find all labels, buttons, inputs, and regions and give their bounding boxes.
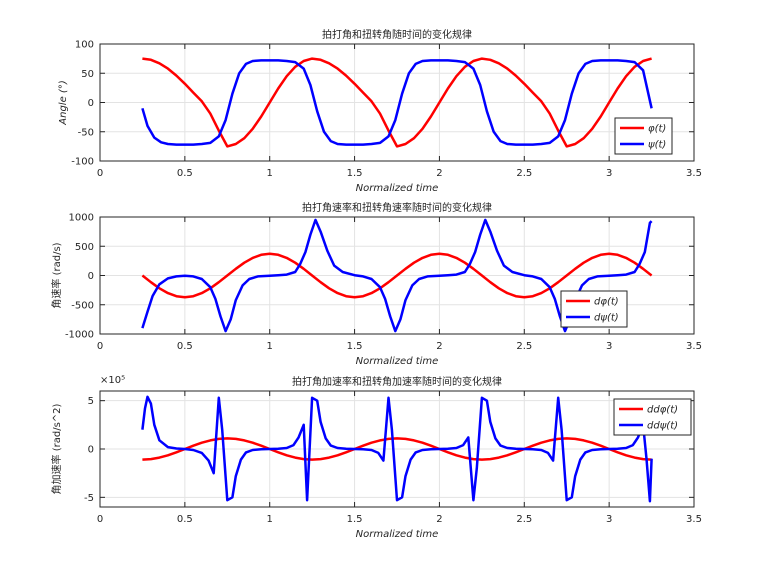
y-tick-label: 500 [75, 242, 94, 253]
y-tick-label: -5 [84, 493, 94, 504]
subplot-1: 0 0.5 1 1.5 2 2.5 3 3.5 -100 -50 0 50 100 拍打角和扭转角随时间的… [58, 28, 702, 194]
legend-label-1: ddφ(t) [647, 405, 678, 416]
x-tick-label: 1.5 [347, 341, 363, 352]
subplot-2: 0 0.5 1 1.5 2 2.5 3 3.5 -1000 -500 0 500 1000 拍打角速率和扭… [50, 201, 702, 367]
y-tick-label: 1000 [69, 213, 94, 224]
x-tick-label: 2.5 [516, 168, 532, 179]
legend: dφ(t) dψ(t) [560, 290, 628, 328]
legend-box [613, 398, 692, 436]
plot-title: 拍打角加速率和扭转角加速率随时间的变化规律 [292, 375, 502, 388]
x-tick-label: 1 [267, 168, 273, 179]
plot-title: 拍打角和扭转角随时间的变化规律 [322, 28, 472, 41]
x-tick-label: 2 [436, 168, 442, 179]
x-tick-label: 3 [606, 341, 612, 352]
x-tick-label: 1 [267, 514, 273, 525]
x-tick-label: 2 [436, 514, 442, 525]
series-line-1 [142, 437, 652, 461]
x-axis-label: Normalized time [356, 183, 439, 194]
y-tick-label: 0 [88, 271, 94, 282]
x-tick-label: 0 [97, 168, 103, 179]
subplot-3: 0 0.5 1 1.5 2 2.5 3 3.5-505拍打角加速率和扭转角加速率随时间的变化规… [50, 375, 702, 540]
legend-label-2: dψ(t) [594, 313, 619, 324]
x-tick-label: 0.5 [177, 341, 193, 352]
legend-label-1: dφ(t) [594, 297, 619, 308]
x-tick-label: 3.5 [686, 514, 702, 525]
x-tick-label: 0 [97, 514, 103, 525]
axes-box [99, 390, 695, 508]
x-tick-label: 3 [606, 168, 612, 179]
x-tick-label: 1.5 [347, 168, 363, 179]
y-tick-label: -100 [71, 157, 94, 168]
series-line-1 [142, 57, 652, 148]
x-tick-label: 0.5 [177, 514, 193, 525]
y-tick-label: 5 [88, 396, 94, 407]
y-axis-label: Angle (°) [58, 80, 69, 125]
series-group [141, 57, 653, 148]
y-tick-label: -50 [78, 127, 94, 138]
x-axis-label: Normalized time [356, 529, 439, 540]
series-group [141, 395, 653, 503]
x-tick-label: 2.5 [516, 341, 532, 352]
y-axis-label: 角加速率 (rad/s^2) [50, 403, 63, 494]
legend-label-2: ψ(t) [648, 140, 666, 151]
legend-label-2: ddψ(t) [647, 421, 678, 432]
x-tick-label: 1 [267, 341, 273, 352]
plot-title: 拍打角速率和扭转角速率随时间的变化规律 [302, 201, 492, 214]
y-axis-label: 角速率 (rad/s) [50, 242, 63, 308]
y-tick-label: 50 [81, 69, 94, 80]
y-tick-label: -1000 [65, 330, 94, 341]
legend-box [614, 117, 673, 155]
series-line-1 [141, 252, 653, 299]
x-tick-label: 2.5 [516, 514, 532, 525]
x-tick-label: 1.5 [347, 514, 363, 525]
series-line-2 [141, 395, 653, 503]
x-axis-label: Normalized time [356, 356, 439, 367]
axes-box [99, 216, 695, 335]
x-tick-label: 0.5 [177, 168, 193, 179]
y-exponent-label: ×10⁵ [100, 375, 125, 386]
legend-label-1: φ(t) [648, 124, 666, 135]
x-tick-label: 0 [97, 341, 103, 352]
y-tick-label: -500 [71, 300, 94, 311]
series-line-2 [141, 59, 653, 146]
y-tick-label: 0 [88, 98, 94, 109]
x-tick-label: 2 [436, 341, 442, 352]
axes-box [99, 43, 695, 162]
x-tick-label: 3.5 [686, 341, 702, 352]
legend-box [560, 290, 628, 328]
x-tick-label: 3.5 [686, 168, 702, 179]
x-tick-label: 3 [606, 514, 612, 525]
y-tick-label: 100 [75, 40, 94, 51]
legend: ddφ(t) ddψ(t) [613, 398, 692, 436]
legend: φ(t) ψ(t) [614, 117, 673, 155]
y-tick-label: 0 [88, 445, 94, 456]
